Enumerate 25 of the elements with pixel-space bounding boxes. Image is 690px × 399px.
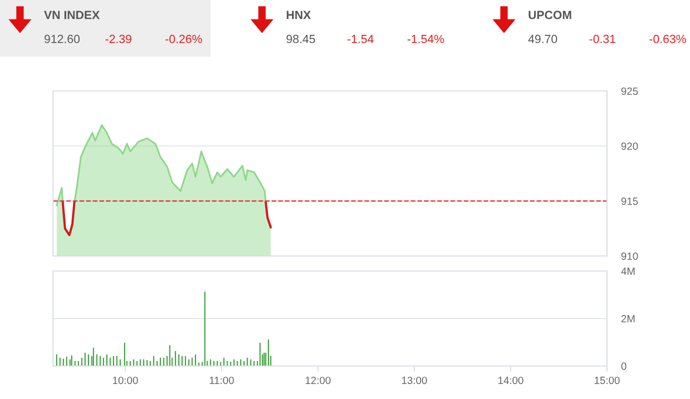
y-tick-label: 910 — [621, 252, 638, 260]
text: VN INDEX — [44, 10, 100, 20]
text: -2.39 — [106, 34, 132, 44]
text: 49.70 — [528, 34, 558, 44]
text: 912.60 — [44, 34, 80, 44]
y-tick-label: 0 — [621, 362, 626, 370]
text: -0.26% — [166, 34, 202, 44]
text: 98.45 — [286, 34, 316, 44]
y-tick-label: 915 — [621, 198, 638, 205]
text: UPCOM — [528, 10, 572, 20]
text: HNX — [286, 10, 311, 20]
x-tick-label: 15:00 — [594, 376, 620, 384]
text: -1.54 — [348, 34, 374, 44]
x-tick-label: 13:00 — [402, 376, 427, 384]
y-tick-label: 4M — [621, 268, 635, 275]
x-tick-label: 10:00 — [113, 376, 138, 384]
x-tick-label: 14:00 — [498, 376, 524, 384]
y-tick-label: 2M — [621, 315, 635, 322]
x-tick-label: 12:00 — [306, 376, 331, 384]
x-tick-label: 11:00 — [210, 376, 234, 384]
text: -0.63% — [650, 34, 686, 44]
text: -1.54% — [408, 34, 444, 44]
text: -0.31 — [590, 34, 616, 44]
y-tick-label: 925 — [621, 88, 638, 95]
y-tick-label: 920 — [621, 142, 638, 150]
